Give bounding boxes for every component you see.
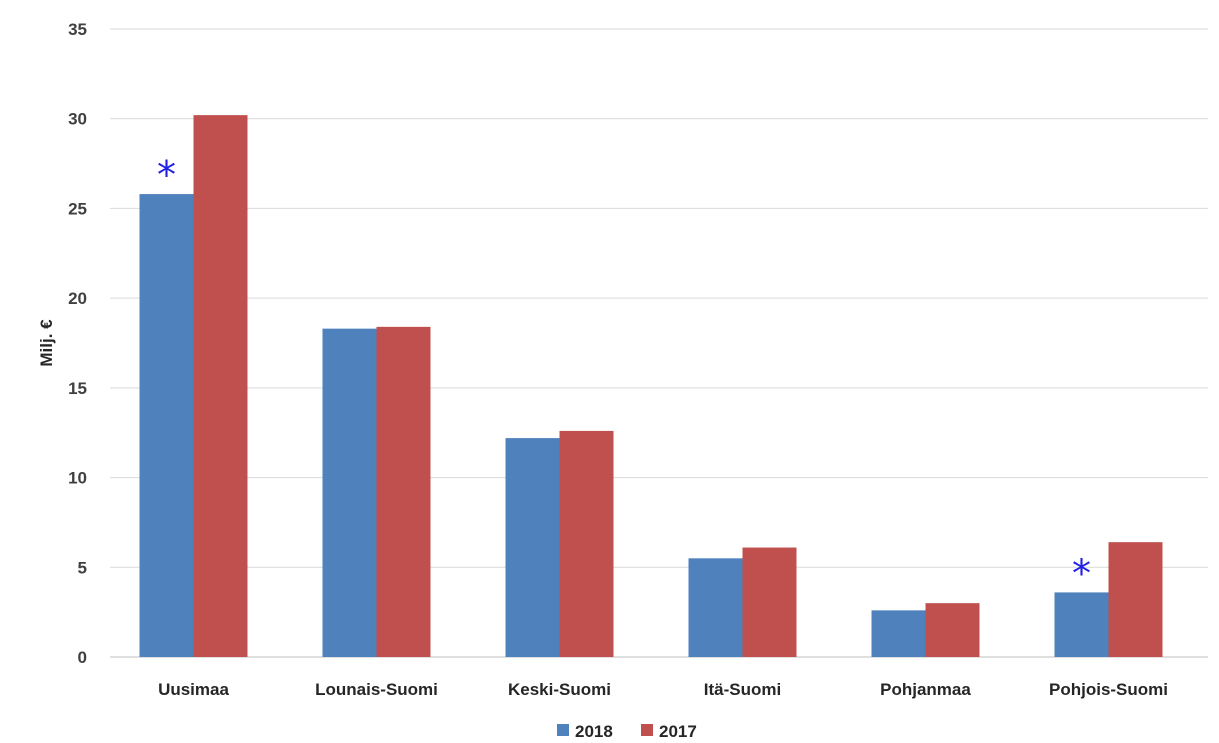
legend-swatch-2017 [641,724,653,736]
bar-2017-Pohjois-Suomi [1108,542,1163,657]
x-category-label: Pohjanmaa [880,680,971,699]
bar-2018-Keski-Suomi [505,438,560,657]
x-category-label: Keski-Suomi [508,680,611,699]
significance-asterisk: * [1072,551,1091,595]
bar-2018-Pohjanmaa [871,610,926,657]
annotations: ** [157,153,1091,595]
y-tick-label: 0 [78,648,87,667]
x-category-label: Uusimaa [158,680,229,699]
bar-2017-Uusimaa [193,115,248,657]
y-tick-label: 5 [78,558,87,577]
legend-swatch-2018 [557,724,569,736]
y-axis-ticks: 0 5 10 15 20 25 30 35 [68,20,87,667]
bar-2018-Lounais-Suomi [322,328,377,657]
significance-asterisk: * [157,153,176,197]
bar-2018-Itä-Suomi [688,558,743,657]
bars [139,115,1163,657]
legend-label-2017: 2017 [659,722,697,741]
x-category-label: Itä-Suomi [704,680,781,699]
x-axis-categories: Uusimaa Lounais-Suomi Keski-Suomi Itä-Suomi… [158,680,1168,699]
bar-2017-Keski-Suomi [559,430,614,657]
bar-2017-Lounais-Suomi [376,326,431,657]
y-tick-label: 30 [68,110,87,129]
y-tick-label: 20 [68,289,87,308]
y-tick-label: 25 [68,199,87,218]
gridlines [110,28,1208,658]
y-tick-label: 15 [68,379,87,398]
x-category-label: Lounais-Suomi [315,680,438,699]
y-tick-label: 10 [68,469,87,488]
y-tick-label: 35 [68,20,87,39]
bar-2018-Pohjois-Suomi [1054,592,1109,657]
y-axis-title: Milj. € [37,319,56,367]
legend-label-2018: 2018 [575,722,613,741]
x-category-label: Pohjois-Suomi [1049,680,1168,699]
bar-2018-Uusimaa [139,194,194,657]
legend: 2018 2017 [557,722,697,741]
bar-2017-Itä-Suomi [742,547,797,657]
bar-2017-Pohjanmaa [925,603,980,657]
